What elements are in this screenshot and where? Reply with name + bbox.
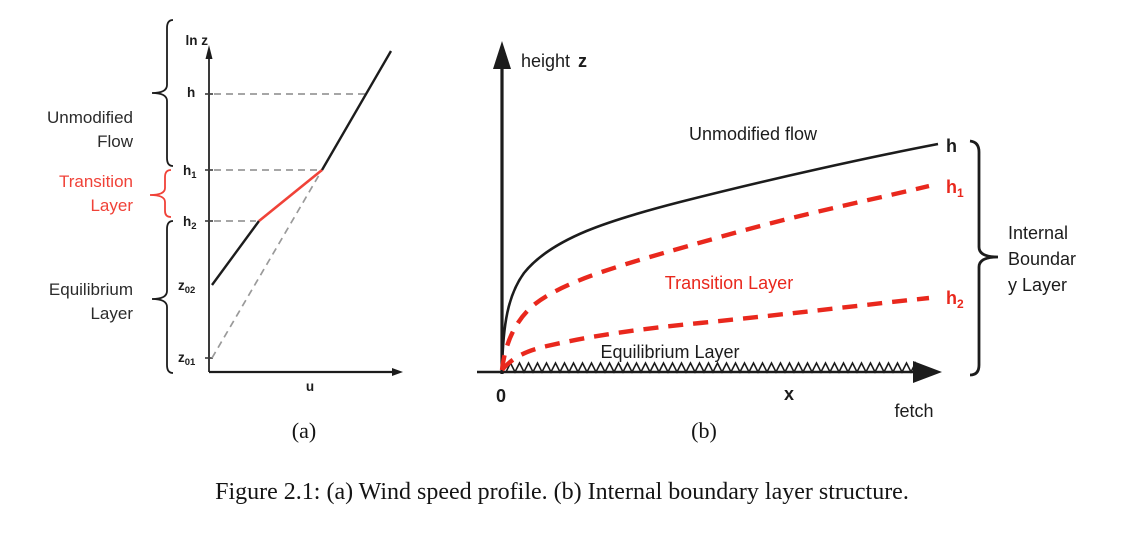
tick-h2-base: h: [183, 214, 191, 229]
ibl-brace-label-line3: y Layer: [1008, 275, 1067, 295]
x-axis-b-label: x: [784, 384, 794, 404]
fetch-label: fetch: [894, 401, 933, 421]
profile-lower-segment: [211, 220, 260, 286]
label-equilibrium-layer-line1: Equilibrium: [49, 280, 133, 299]
label-unmodified-flow-line1: Unmodified: [47, 108, 133, 127]
h2-end-label: h2: [946, 288, 964, 311]
h2-end-sub: 2: [957, 297, 964, 311]
h1-end-sub: 1: [957, 186, 964, 200]
h-end-base: h: [946, 136, 957, 156]
figure-caption: Figure 2.1: (a) Wind speed profile. (b) …: [215, 479, 909, 505]
tick-z02: z02: [178, 278, 195, 296]
label-transition-layer-line1: Transition: [59, 172, 133, 191]
profile-upper-segment: [320, 50, 393, 171]
tick-z01: z01: [178, 350, 196, 368]
tick-z02-base: z: [178, 278, 185, 293]
tick-z01-sub: 01: [185, 357, 196, 368]
label-unmodified-flow-b: Unmodified flow: [689, 124, 818, 144]
panel-b: Unmodified flow Transition Layer Equilib…: [477, 41, 1076, 443]
panel-b-tag: (b): [691, 418, 717, 443]
ibl-h2-dashed-curve: [500, 295, 930, 372]
h-end-label: h: [946, 136, 957, 156]
dashed-level-lines: [211, 93, 365, 359]
y-axis-b-label-word: height: [521, 51, 570, 71]
h2-end-base: h: [946, 288, 957, 308]
tick-h-base: h: [187, 85, 195, 100]
tick-h1: h1: [183, 163, 197, 181]
axis-ticks-a: [205, 93, 213, 359]
panel-a: Unmodified Flow Transition Layer Equilib…: [47, 19, 403, 443]
tick-h2: h2: [183, 214, 197, 232]
y-axis-a-label: ln z: [186, 33, 209, 48]
label-equilibrium-layer-line2: Layer: [90, 304, 133, 323]
y-axis-b-arrowhead-icon: [493, 41, 511, 69]
label-transition-layer-b: Transition Layer: [665, 273, 793, 293]
ibl-top-curve-h: [500, 142, 939, 371]
h1-end-base: h: [946, 177, 957, 197]
tick-h: h: [187, 85, 195, 100]
ibl-brace-label-line1: Internal: [1008, 223, 1068, 243]
brace-internal-boundary-layer: [969, 139, 999, 377]
tick-h2-sub: 2: [191, 221, 196, 232]
tick-z02-sub: 02: [185, 285, 196, 296]
profile-transition-segment: [258, 168, 323, 223]
y-axis-a-arrowhead-icon: [205, 45, 213, 59]
label-unmodified-flow-line2: Flow: [97, 132, 134, 151]
surface-zigzag: [505, 361, 921, 374]
brace-equilibrium-layer: [151, 220, 174, 374]
tick-z01-base: z: [178, 350, 185, 365]
panel-a-tag: (a): [292, 418, 316, 443]
x-axis-a-arrowhead-icon: [392, 368, 403, 376]
tick-h1-sub: 1: [191, 170, 197, 181]
upstream-profile-dashed-line: [211, 169, 323, 359]
ibl-brace-label-line2: Boundar: [1008, 249, 1076, 269]
tick-h1-base: h: [183, 163, 191, 178]
ibl-h1-dashed-curve: [499, 183, 930, 371]
brace-transition-layer: [149, 169, 172, 218]
x-axis-b-arrowhead-icon: [913, 361, 942, 383]
label-equilibrium-layer-b: Equilibrium Layer: [600, 342, 739, 362]
label-transition-layer-line2: Layer: [90, 196, 133, 215]
y-axis-b-label-var: z: [578, 51, 587, 71]
origin-label: 0: [496, 386, 506, 406]
figure-svg: Unmodified Flow Transition Layer Equilib…: [47, 19, 1076, 443]
h1-end-label: h1: [946, 177, 964, 200]
x-axis-a-label: u: [306, 379, 314, 394]
brace-unmodified-flow: [151, 19, 174, 167]
